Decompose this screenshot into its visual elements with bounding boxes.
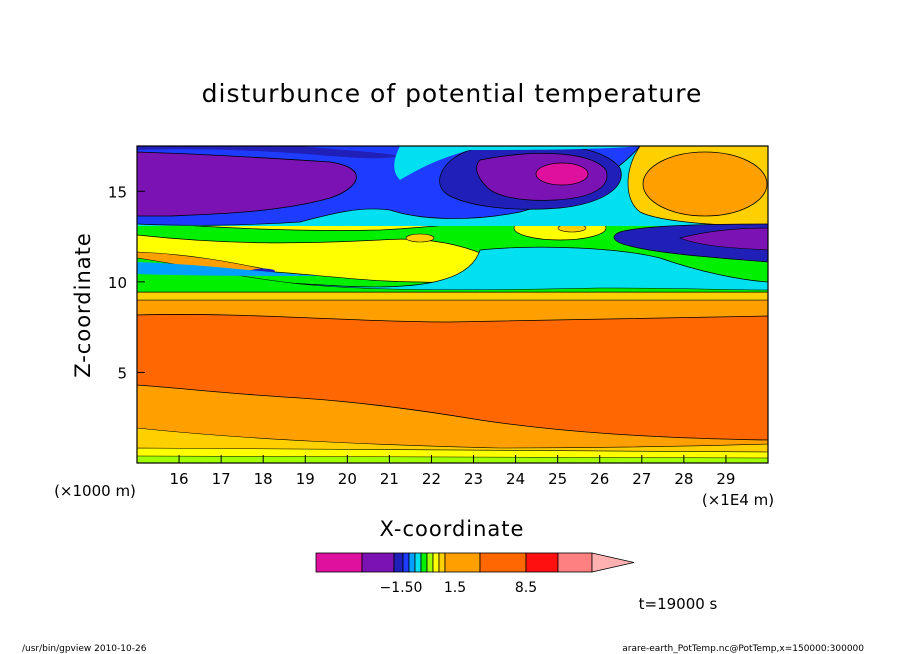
x-unit-label: (×1E4 m) (702, 491, 774, 509)
colorbar-label: 1.5 (444, 580, 466, 596)
footer-right: arare-earth_PotTemp.nc@PotTemp,x=150000:… (622, 644, 864, 654)
time-annotation: t=19000 s (639, 595, 718, 613)
x-tick-label: 26 (590, 470, 609, 488)
y-unit-label: (×1000 m) (54, 482, 136, 500)
y-tick-label: 5 (117, 364, 127, 382)
colorbar-swatch (420, 552, 428, 573)
y-axis: 5 10 15 (108, 183, 145, 382)
x-tick-label: 22 (422, 470, 441, 488)
y-tick-label: 15 (108, 183, 127, 201)
y-axis-label: Z-coordinate (71, 232, 95, 378)
colorbar-swatch (525, 552, 559, 573)
colorbar-swatch (414, 552, 422, 573)
colorbar-swatch (479, 552, 527, 573)
colorbar-arrow (591, 552, 635, 573)
colorbar-swatch (557, 552, 593, 573)
x-tick-label: 16 (170, 470, 189, 488)
colorbar-swatch (438, 552, 446, 573)
plot-frame (136, 145, 769, 464)
footer-left: /usr/bin/gpview 2010-10-26 (22, 644, 147, 654)
colorbar-swatch (315, 552, 363, 573)
colorbar-swatch (393, 552, 404, 573)
x-tick-label: 29 (716, 470, 735, 488)
colorbar-label: −1.50 (380, 580, 423, 596)
colorbar-swatch (408, 552, 416, 573)
chart-title: disturbunce of potential temperature (202, 79, 703, 108)
x-tick-label: 19 (296, 470, 315, 488)
x-tick-label: 24 (506, 470, 525, 488)
x-tick-label: 17 (212, 470, 231, 488)
x-tick-label: 21 (380, 470, 399, 488)
colorbar-swatch (402, 552, 410, 573)
x-axis: 16 17 18 19 20 21 22 23 24 25 26 27 28 29 (170, 455, 735, 488)
x-tick-label: 23 (464, 470, 483, 488)
x-tick-label: 20 (338, 470, 357, 488)
colorbar-swatch (426, 552, 434, 573)
x-tick-label: 18 (254, 470, 273, 488)
contour-field (137, 146, 768, 463)
y-tick-label: 10 (108, 274, 127, 292)
colorbar-swatch (361, 552, 395, 573)
x-tick-label: 25 (548, 470, 567, 488)
colorbar-swatch (444, 552, 481, 573)
colorbar-label: 8.5 (515, 580, 537, 596)
x-tick-label: 28 (674, 470, 693, 488)
x-tick-label: 27 (632, 470, 651, 488)
x-axis-label: X-coordinate (380, 517, 525, 541)
colorbar: −1.50 1.5 8.5 (315, 552, 635, 596)
colorbar-swatch (432, 552, 440, 573)
